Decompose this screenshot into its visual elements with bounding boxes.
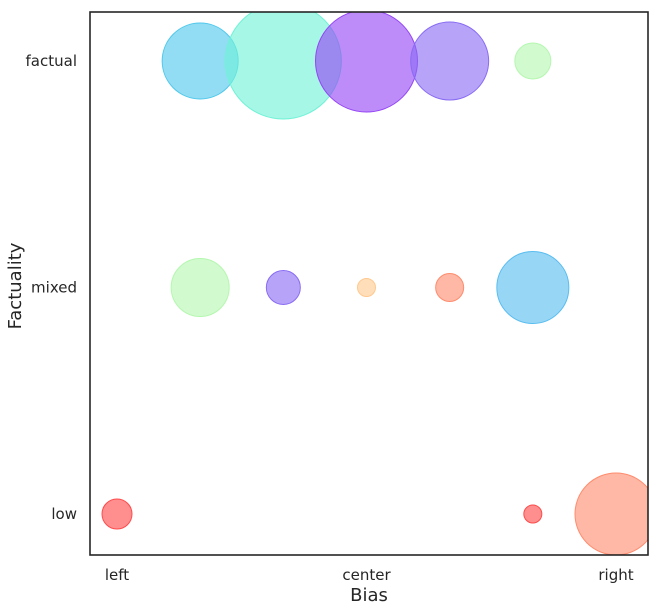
y-tick-label-low: low: [51, 505, 77, 523]
bubble-point-9: [435, 273, 465, 302]
x-tick-label-right: right: [598, 566, 633, 584]
bubble-point-3: [315, 12, 418, 113]
bubble-point-7: [265, 270, 301, 305]
bubble-point-10: [496, 251, 570, 324]
bubble-point-8: [357, 278, 376, 297]
bubble-point-4: [410, 21, 490, 101]
plot-frame: [89, 11, 649, 556]
points-layer: [101, 12, 648, 555]
bubble-point-11: [101, 498, 133, 530]
bubble-point-5: [514, 42, 552, 80]
x-tick-labels: left center right: [105, 566, 634, 584]
bubble-point-13: [574, 472, 648, 555]
x-axis-title: Bias: [350, 585, 388, 606]
y-tick-label-factual: factual: [26, 52, 77, 70]
y-axis-title: Factuality: [5, 242, 26, 329]
bubble-point-6: [170, 258, 230, 317]
y-tick-labels: low mixed factual: [26, 52, 77, 523]
y-tick-label-mixed: mixed: [31, 279, 77, 297]
x-tick-label-left: left: [105, 566, 129, 584]
x-tick-label-center: center: [342, 566, 391, 584]
bubble-point-12: [523, 504, 543, 524]
